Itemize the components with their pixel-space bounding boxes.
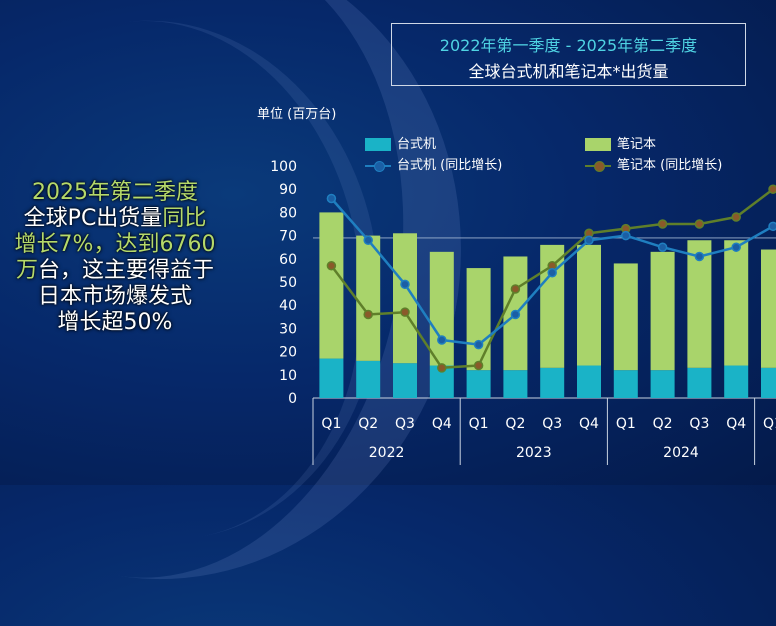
legend-desktop-swatch xyxy=(365,138,391,151)
headline-text: 2025年第二季度 全球PC出货量同比 增长7%，达到6760 万台，这主要得益… xyxy=(0,180,230,336)
point-notebook-yoy xyxy=(657,219,668,229)
point-desktop-yoy xyxy=(547,267,557,278)
point-notebook-yoy xyxy=(510,284,521,294)
headline-line6: 增长超50% xyxy=(57,310,173,335)
bar-desktop xyxy=(761,367,776,398)
bar-notebook xyxy=(613,263,638,371)
x-tick-label: Q3 xyxy=(542,416,562,432)
year-label: 2024 xyxy=(663,445,699,461)
chart-title-line1: 2022年第一季度 - 2025年第二季度 xyxy=(439,36,698,55)
y-tick-label: 10 xyxy=(279,368,297,384)
bar-notebook xyxy=(356,235,381,361)
y-tick-label: 20 xyxy=(279,345,297,361)
point-desktop-yoy xyxy=(326,193,337,204)
x-tick-label: Q2 xyxy=(358,416,378,432)
point-desktop-yoy xyxy=(400,279,410,290)
point-desktop-yoy xyxy=(694,251,705,262)
bar-desktop xyxy=(393,363,417,398)
point-notebook-yoy xyxy=(363,309,373,320)
headline-line2b: 同比 xyxy=(162,206,207,231)
point-notebook-yoy xyxy=(694,219,705,229)
x-tick-label: Q1 xyxy=(763,416,776,432)
point-desktop-yoy xyxy=(473,339,484,350)
bar-desktop xyxy=(687,367,712,398)
legend-notebook-swatch xyxy=(585,138,611,151)
bar-desktop xyxy=(466,370,491,398)
bar-desktop xyxy=(613,370,638,398)
point-desktop-yoy xyxy=(657,242,668,252)
point-notebook-yoy xyxy=(437,363,447,373)
point-notebook-yoy xyxy=(326,261,337,271)
headline-line1: 2025年第二季度 xyxy=(32,180,198,205)
point-desktop-yoy xyxy=(731,242,741,252)
x-tick-label: Q2 xyxy=(505,416,525,432)
bar-desktop xyxy=(503,370,528,398)
y-tick-label: 70 xyxy=(279,229,297,245)
year-label: 2023 xyxy=(516,445,552,461)
headline-line5: 日本市场爆发式 xyxy=(37,284,192,309)
year-label: 2022 xyxy=(369,445,405,461)
headline-line4b: 台，这主要得益于 xyxy=(38,258,215,283)
bar-desktop xyxy=(319,358,344,398)
point-desktop-yoy xyxy=(621,230,631,241)
x-tick-label: Q4 xyxy=(432,416,452,432)
y-tick-label: 90 xyxy=(279,182,297,198)
bar-desktop xyxy=(356,360,381,398)
headline-line3: 增长7%，达到6760 xyxy=(14,232,216,257)
legend-desktop-yoy: 台式机 (同比增长) xyxy=(365,154,502,173)
point-desktop-yoy xyxy=(768,221,776,232)
bar-notebook xyxy=(650,251,675,371)
y-tick-label: 100 xyxy=(270,159,297,175)
y-tick-label: 0 xyxy=(288,391,297,407)
bar-notebook xyxy=(761,249,776,368)
bar-desktop xyxy=(540,367,565,398)
point-desktop-yoy xyxy=(363,235,373,245)
legend-notebook-yoy: 笔记本 (同比增长) xyxy=(585,154,722,173)
point-desktop-yoy xyxy=(584,235,594,245)
legend-notebook-label: 笔记本 xyxy=(617,137,657,152)
x-tick-label: Q1 xyxy=(321,416,341,432)
y-tick-label: 50 xyxy=(279,275,297,291)
x-tick-label: Q4 xyxy=(579,416,599,432)
y-tick-label: 60 xyxy=(279,252,297,268)
x-tick-label: Q4 xyxy=(726,416,746,432)
legend-desktop: 台式机 xyxy=(365,133,436,152)
bar-notebook xyxy=(577,244,601,366)
y-tick-label: 30 xyxy=(279,321,297,337)
point-notebook-yoy xyxy=(768,184,776,194)
chart-title-line2: 全球台式机和笔记本*出货量 xyxy=(468,62,669,81)
bar-notebook xyxy=(319,212,344,359)
x-tick-label: Q1 xyxy=(616,416,636,432)
bar-notebook xyxy=(724,240,749,366)
y-tick-label: 40 xyxy=(279,298,297,314)
legend-notebook-yoy-label: 笔记本 (同比增长) xyxy=(617,158,723,173)
bar-desktop xyxy=(724,365,749,398)
x-tick-label: Q1 xyxy=(469,416,489,432)
unit-label: 单位 (百万台) xyxy=(257,107,337,122)
headline-line2a: 全球PC出货量 xyxy=(23,206,163,231)
x-tick-label: Q2 xyxy=(653,416,673,432)
legend-notebook: 笔记本 xyxy=(585,133,656,152)
bar-desktop xyxy=(650,370,675,398)
headline-line4a: 万 xyxy=(15,258,38,283)
x-tick-label: Q3 xyxy=(689,416,709,432)
bar-desktop xyxy=(577,365,601,398)
chart-title-box: 2022年第一季度 - 2025年第二季度 全球台式机和笔记本*出货量 xyxy=(391,23,746,86)
legend-notebook-yoy-marker xyxy=(585,159,611,172)
bar-notebook xyxy=(687,240,712,368)
point-notebook-yoy xyxy=(473,360,484,371)
point-notebook-yoy xyxy=(731,212,741,222)
legend-desktop-yoy-label: 台式机 (同比增长) xyxy=(397,158,503,173)
legend-desktop-yoy-marker xyxy=(365,159,391,172)
bar-notebook xyxy=(466,268,491,371)
point-desktop-yoy xyxy=(510,309,521,320)
y-tick-label: 80 xyxy=(279,205,297,221)
legend-desktop-label: 台式机 xyxy=(397,137,437,152)
point-notebook-yoy xyxy=(400,307,410,317)
x-tick-label: Q3 xyxy=(395,416,415,432)
shipment-chart: 0 10 20 30 40 50 60 70 80 90 100 Q1 Q2 Q3 Q4 Q1 Q2 Q3 Q4 Q1… xyxy=(270,159,776,465)
point-desktop-yoy xyxy=(437,335,447,345)
bar-notebook xyxy=(429,251,454,366)
